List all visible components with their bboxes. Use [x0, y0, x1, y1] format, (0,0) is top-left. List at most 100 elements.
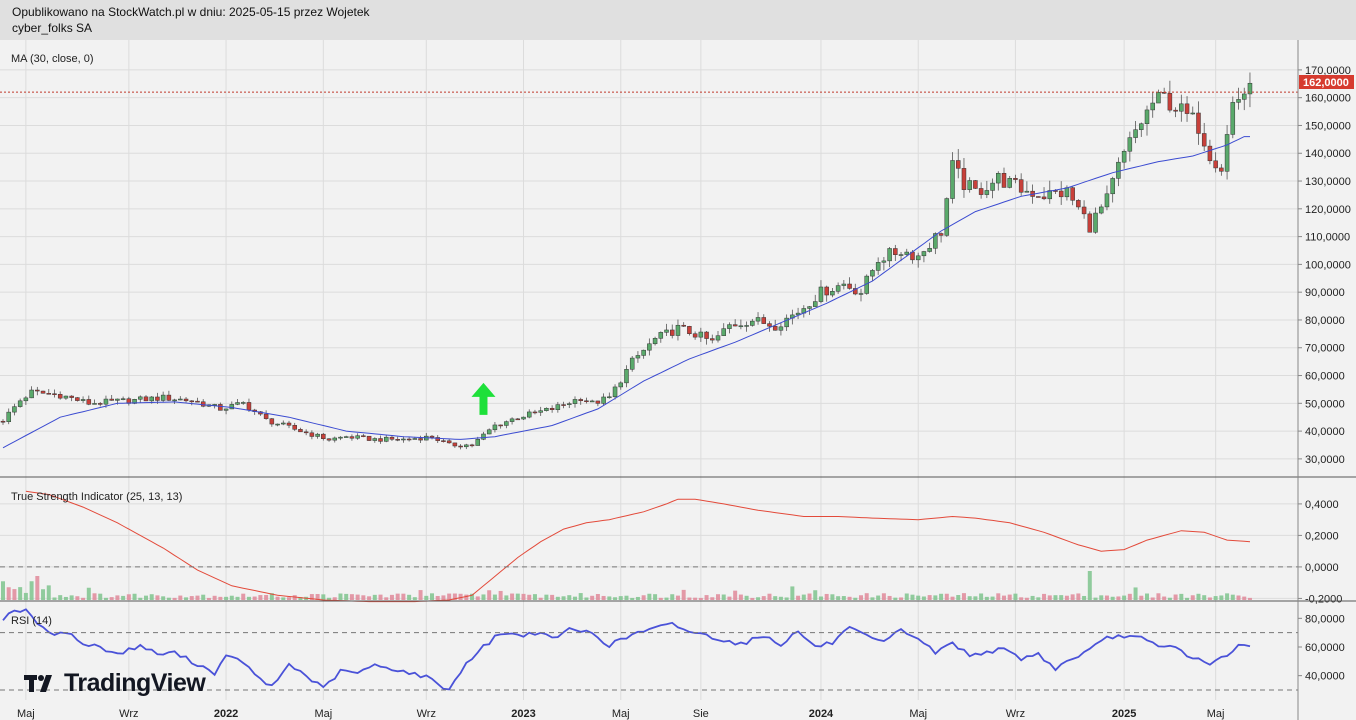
tsi-histogram-bar — [956, 595, 961, 600]
tsi-histogram-bar — [281, 597, 286, 600]
candle-body — [772, 325, 778, 331]
tsi-histogram-bar — [264, 595, 269, 600]
candle-body — [812, 301, 818, 307]
reference-lines — [0, 91, 1298, 691]
tsi-histogram-bar — [961, 593, 966, 600]
tsi-tick-label: 0,2000 — [1305, 530, 1339, 542]
time-axis-label: Wrz — [119, 708, 138, 720]
tsi-histogram-bar — [338, 593, 343, 600]
tsi-histogram-bar — [1, 581, 5, 600]
tsi-histogram-bar — [184, 597, 189, 600]
candle-body — [1081, 206, 1087, 215]
price-tick-label: 150,0000 — [1305, 120, 1351, 132]
time-axis-label: Wrz — [417, 708, 436, 720]
publish-info: Opublikowano na StockWatch.pl w dniu: 20… — [12, 5, 370, 19]
candle-body — [469, 444, 475, 447]
tsi-histogram-bar — [675, 595, 680, 600]
tsi-histogram-bar — [246, 596, 251, 600]
tsi-indicator-label[interactable]: True Strength Indicator (25, 13, 13) — [11, 491, 182, 503]
tsi-histogram-bar — [235, 596, 240, 600]
tsi-histogram-bar — [910, 594, 915, 600]
candle-body — [1007, 178, 1012, 188]
tsi-histogram-bar — [86, 587, 91, 600]
tsi-histogram-bar — [401, 593, 406, 600]
tsi-histogram-bar — [475, 596, 480, 600]
tsi-histogram-bar — [1179, 593, 1184, 600]
candle-body — [921, 251, 927, 257]
candle-body — [647, 343, 652, 351]
tsi-histogram-bar — [1145, 593, 1149, 600]
candle-body — [944, 198, 950, 236]
candle-body — [155, 396, 160, 401]
tsi-histogram-bar — [1242, 596, 1247, 600]
tsi-histogram-bar — [1133, 587, 1138, 600]
candle-body — [612, 386, 618, 398]
stock-chart[interactable]: 170,0000 160,0000 150,0000 140,0000 130,0000… — [0, 40, 1356, 720]
tsi-histogram-bar — [756, 597, 761, 600]
candle-body — [1093, 212, 1098, 233]
candle-body — [1230, 102, 1236, 135]
candle-body — [532, 411, 538, 414]
candle-body — [1047, 190, 1053, 200]
tsi-histogram-bar — [23, 592, 28, 600]
tsi-histogram-bar — [658, 597, 663, 600]
candle-body — [475, 439, 481, 446]
tsi-histogram-bar — [555, 596, 560, 600]
price-tick-label: 170,0000 — [1305, 65, 1351, 77]
tsi-histogram-bar — [859, 595, 863, 600]
tsi-histogram-bar — [613, 597, 618, 600]
price-tick-label: 140,0000 — [1305, 148, 1351, 160]
tsi-histogram-bar — [18, 587, 23, 600]
candle-body — [92, 403, 97, 405]
candle-body — [549, 407, 555, 410]
tsi-histogram-bar — [189, 596, 194, 600]
tsi-histogram-bar — [761, 596, 766, 600]
candle-body — [69, 395, 74, 398]
rsi-indicator-label[interactable]: RSI (14) — [11, 615, 52, 627]
tsi-histogram-bar — [990, 596, 995, 600]
tradingview-logo[interactable]: TradingView — [24, 668, 206, 698]
tsi-histogram-bar — [698, 597, 703, 600]
candle-body — [669, 329, 675, 336]
tsi-histogram-bar — [430, 593, 434, 600]
candle-body — [389, 436, 395, 440]
candle-body — [887, 248, 892, 262]
candle-body — [652, 338, 658, 345]
time-axis-label: 2023 — [511, 708, 535, 720]
candle-body — [1013, 178, 1018, 180]
last-price-tag: 162,0000 — [1299, 75, 1354, 89]
candle-body — [607, 396, 612, 399]
tsi-histogram-bar — [1024, 597, 1029, 600]
price-tick-label: 100,0000 — [1305, 259, 1351, 271]
candle-body — [732, 324, 738, 327]
candle-body — [1076, 200, 1081, 208]
tsi-histogram-bar — [1207, 597, 1212, 600]
tsi-histogram-bar — [195, 595, 200, 600]
tsi-histogram-bar — [361, 595, 366, 600]
candle-body — [835, 285, 841, 292]
candle-body — [601, 396, 606, 404]
tsi-histogram-bar — [527, 594, 532, 600]
tsi-histogram-bar — [298, 597, 303, 600]
tsi-histogram — [1, 571, 1252, 600]
tsi-histogram-bar — [584, 597, 589, 600]
tsi-histogram-bar — [481, 594, 486, 600]
ma-indicator-label[interactable]: MA (30, close, 0) — [11, 53, 94, 65]
ma-line — [2, 136, 1250, 449]
tsi-histogram-bar — [1070, 594, 1075, 600]
candle-body — [584, 400, 589, 403]
tsi-histogram-bar — [727, 596, 732, 600]
tsi-histogram-bar — [664, 597, 669, 600]
tradingview-logo-text: TradingView — [64, 668, 206, 697]
price-tick-label: 90,0000 — [1305, 287, 1345, 299]
candle-body — [538, 410, 543, 413]
candle-body — [17, 400, 23, 407]
candle-body — [0, 420, 6, 423]
candle-body — [858, 293, 864, 295]
tsi-histogram-bar — [630, 597, 635, 600]
candle-body — [847, 283, 852, 289]
tsi-histogram-bar — [395, 593, 400, 600]
tsi-histogram-bar — [979, 593, 984, 600]
candle-body — [1121, 150, 1127, 163]
tsi-histogram-bar — [784, 597, 789, 600]
